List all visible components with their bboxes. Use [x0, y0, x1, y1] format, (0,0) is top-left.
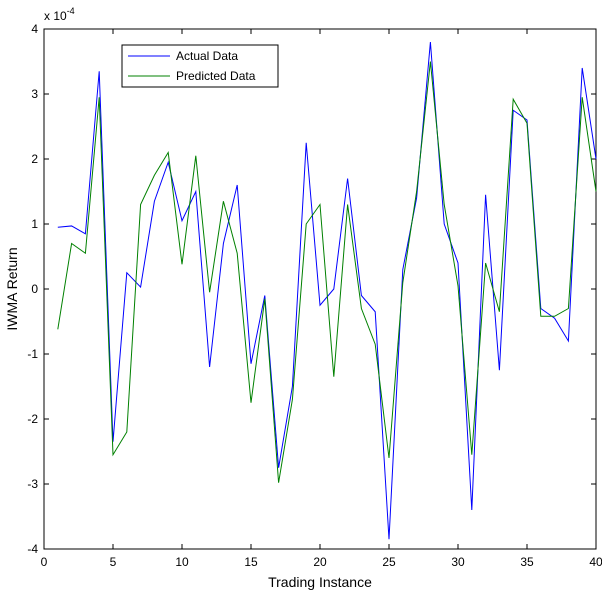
y-tick-label: 3	[31, 87, 38, 101]
data-line	[57, 41, 597, 540]
y-tick-label: 0	[31, 282, 38, 296]
x-tick-label: 15	[244, 555, 258, 569]
y-tick-label: 1	[31, 217, 38, 231]
legend-label: Predicted Data	[176, 69, 256, 83]
data-line	[57, 61, 597, 483]
y-tick-label: 2	[31, 152, 38, 166]
y-tick-label: -3	[27, 477, 38, 491]
y-axis-label: IWMA Return	[4, 247, 20, 330]
x-tick-label: 10	[175, 555, 189, 569]
plot-area	[43, 28, 597, 550]
x-tick-label: 35	[520, 555, 534, 569]
x-tick-label: 40	[589, 555, 602, 569]
x-tick-label: 25	[382, 555, 396, 569]
x-tick-label: 20	[313, 555, 327, 569]
x-axis-label: Trading Instance	[268, 574, 372, 590]
y-tick-label: -1	[27, 347, 38, 361]
legend-box	[121, 44, 279, 88]
x-tick-label: 0	[41, 555, 48, 569]
multiplier-base: x 10	[44, 9, 67, 23]
axis-multiplier: x 10-4	[44, 6, 75, 23]
legend-label: Actual Data	[176, 49, 238, 63]
y-tick-label: -4	[27, 542, 38, 556]
y-tick-label: 4	[31, 22, 38, 36]
multiplier-exponent: -4	[67, 6, 75, 16]
x-tick-label: 5	[110, 555, 117, 569]
y-tick-label: -2	[27, 412, 38, 426]
x-tick-label: 30	[451, 555, 465, 569]
